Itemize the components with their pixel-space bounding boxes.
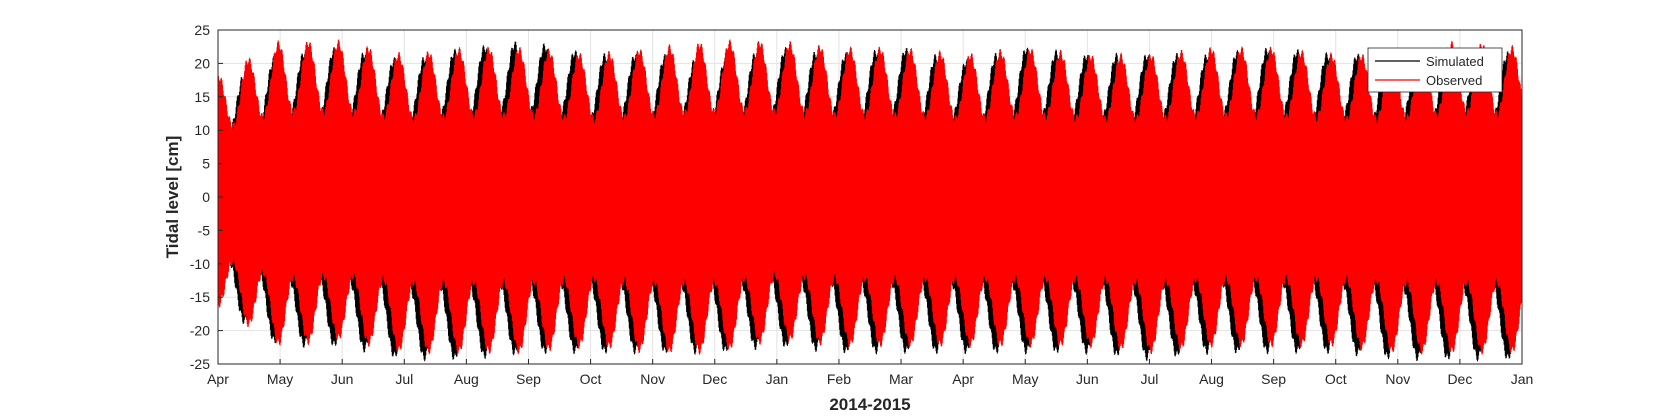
y-tick-label: -5 xyxy=(198,222,211,238)
x-tick-label: Jun xyxy=(1076,371,1099,387)
x-tick-label: Dec xyxy=(1447,371,1472,387)
x-tick-label: Aug xyxy=(1199,371,1224,387)
y-tick-label: -25 xyxy=(190,356,210,372)
y-tick-label: -10 xyxy=(190,256,210,272)
legend: Simulated Observed xyxy=(1367,47,1503,93)
y-tick-label: -15 xyxy=(190,289,210,305)
x-tick-label: Jan xyxy=(1511,371,1534,387)
legend-label-simulated: Simulated xyxy=(1426,54,1484,69)
x-tick-label: Oct xyxy=(1325,371,1347,387)
y-tick-label: 25 xyxy=(194,22,210,38)
x-tick-label: Oct xyxy=(580,371,602,387)
x-tick-label: Nov xyxy=(1385,371,1410,387)
axis-ticks: -25 -20 -15 -10 -5 0 5 10 15 20 25 Apr May Jun Jul Aug S… xyxy=(190,22,1534,387)
y-tick-label: -20 xyxy=(190,323,210,339)
x-tick-label: May xyxy=(1012,371,1038,387)
data-traces xyxy=(217,39,1523,362)
legend-label-observed: Observed xyxy=(1426,73,1482,88)
x-tick-label: Jul xyxy=(1140,371,1158,387)
x-tick-label: Mar xyxy=(889,371,913,387)
x-axis-label: 2014-2015 xyxy=(829,395,910,414)
x-tick-label: Sep xyxy=(516,371,541,387)
x-tick-label: Aug xyxy=(454,371,479,387)
legend-box xyxy=(1367,47,1503,93)
x-tick-label: Feb xyxy=(827,371,851,387)
x-tick-label: Apr xyxy=(207,371,229,387)
y-tick-label: 20 xyxy=(194,55,210,71)
y-tick-label: 0 xyxy=(202,189,210,205)
x-tick-label: Dec xyxy=(702,371,727,387)
x-tick-label: May xyxy=(267,371,293,387)
x-tick-label: Nov xyxy=(640,371,665,387)
x-tick-label: Jan xyxy=(766,371,789,387)
x-tick-label: Jul xyxy=(395,371,413,387)
series-line-observed xyxy=(217,39,1523,355)
y-tick-label: 10 xyxy=(194,122,210,138)
y-tick-label: 5 xyxy=(202,156,210,172)
x-tick-label: Jun xyxy=(331,371,354,387)
y-axis-label: Tidal level [cm] xyxy=(163,136,182,259)
y-tick-label: 15 xyxy=(194,89,210,105)
x-tick-label: Sep xyxy=(1261,371,1286,387)
x-tick-label: Apr xyxy=(952,371,974,387)
